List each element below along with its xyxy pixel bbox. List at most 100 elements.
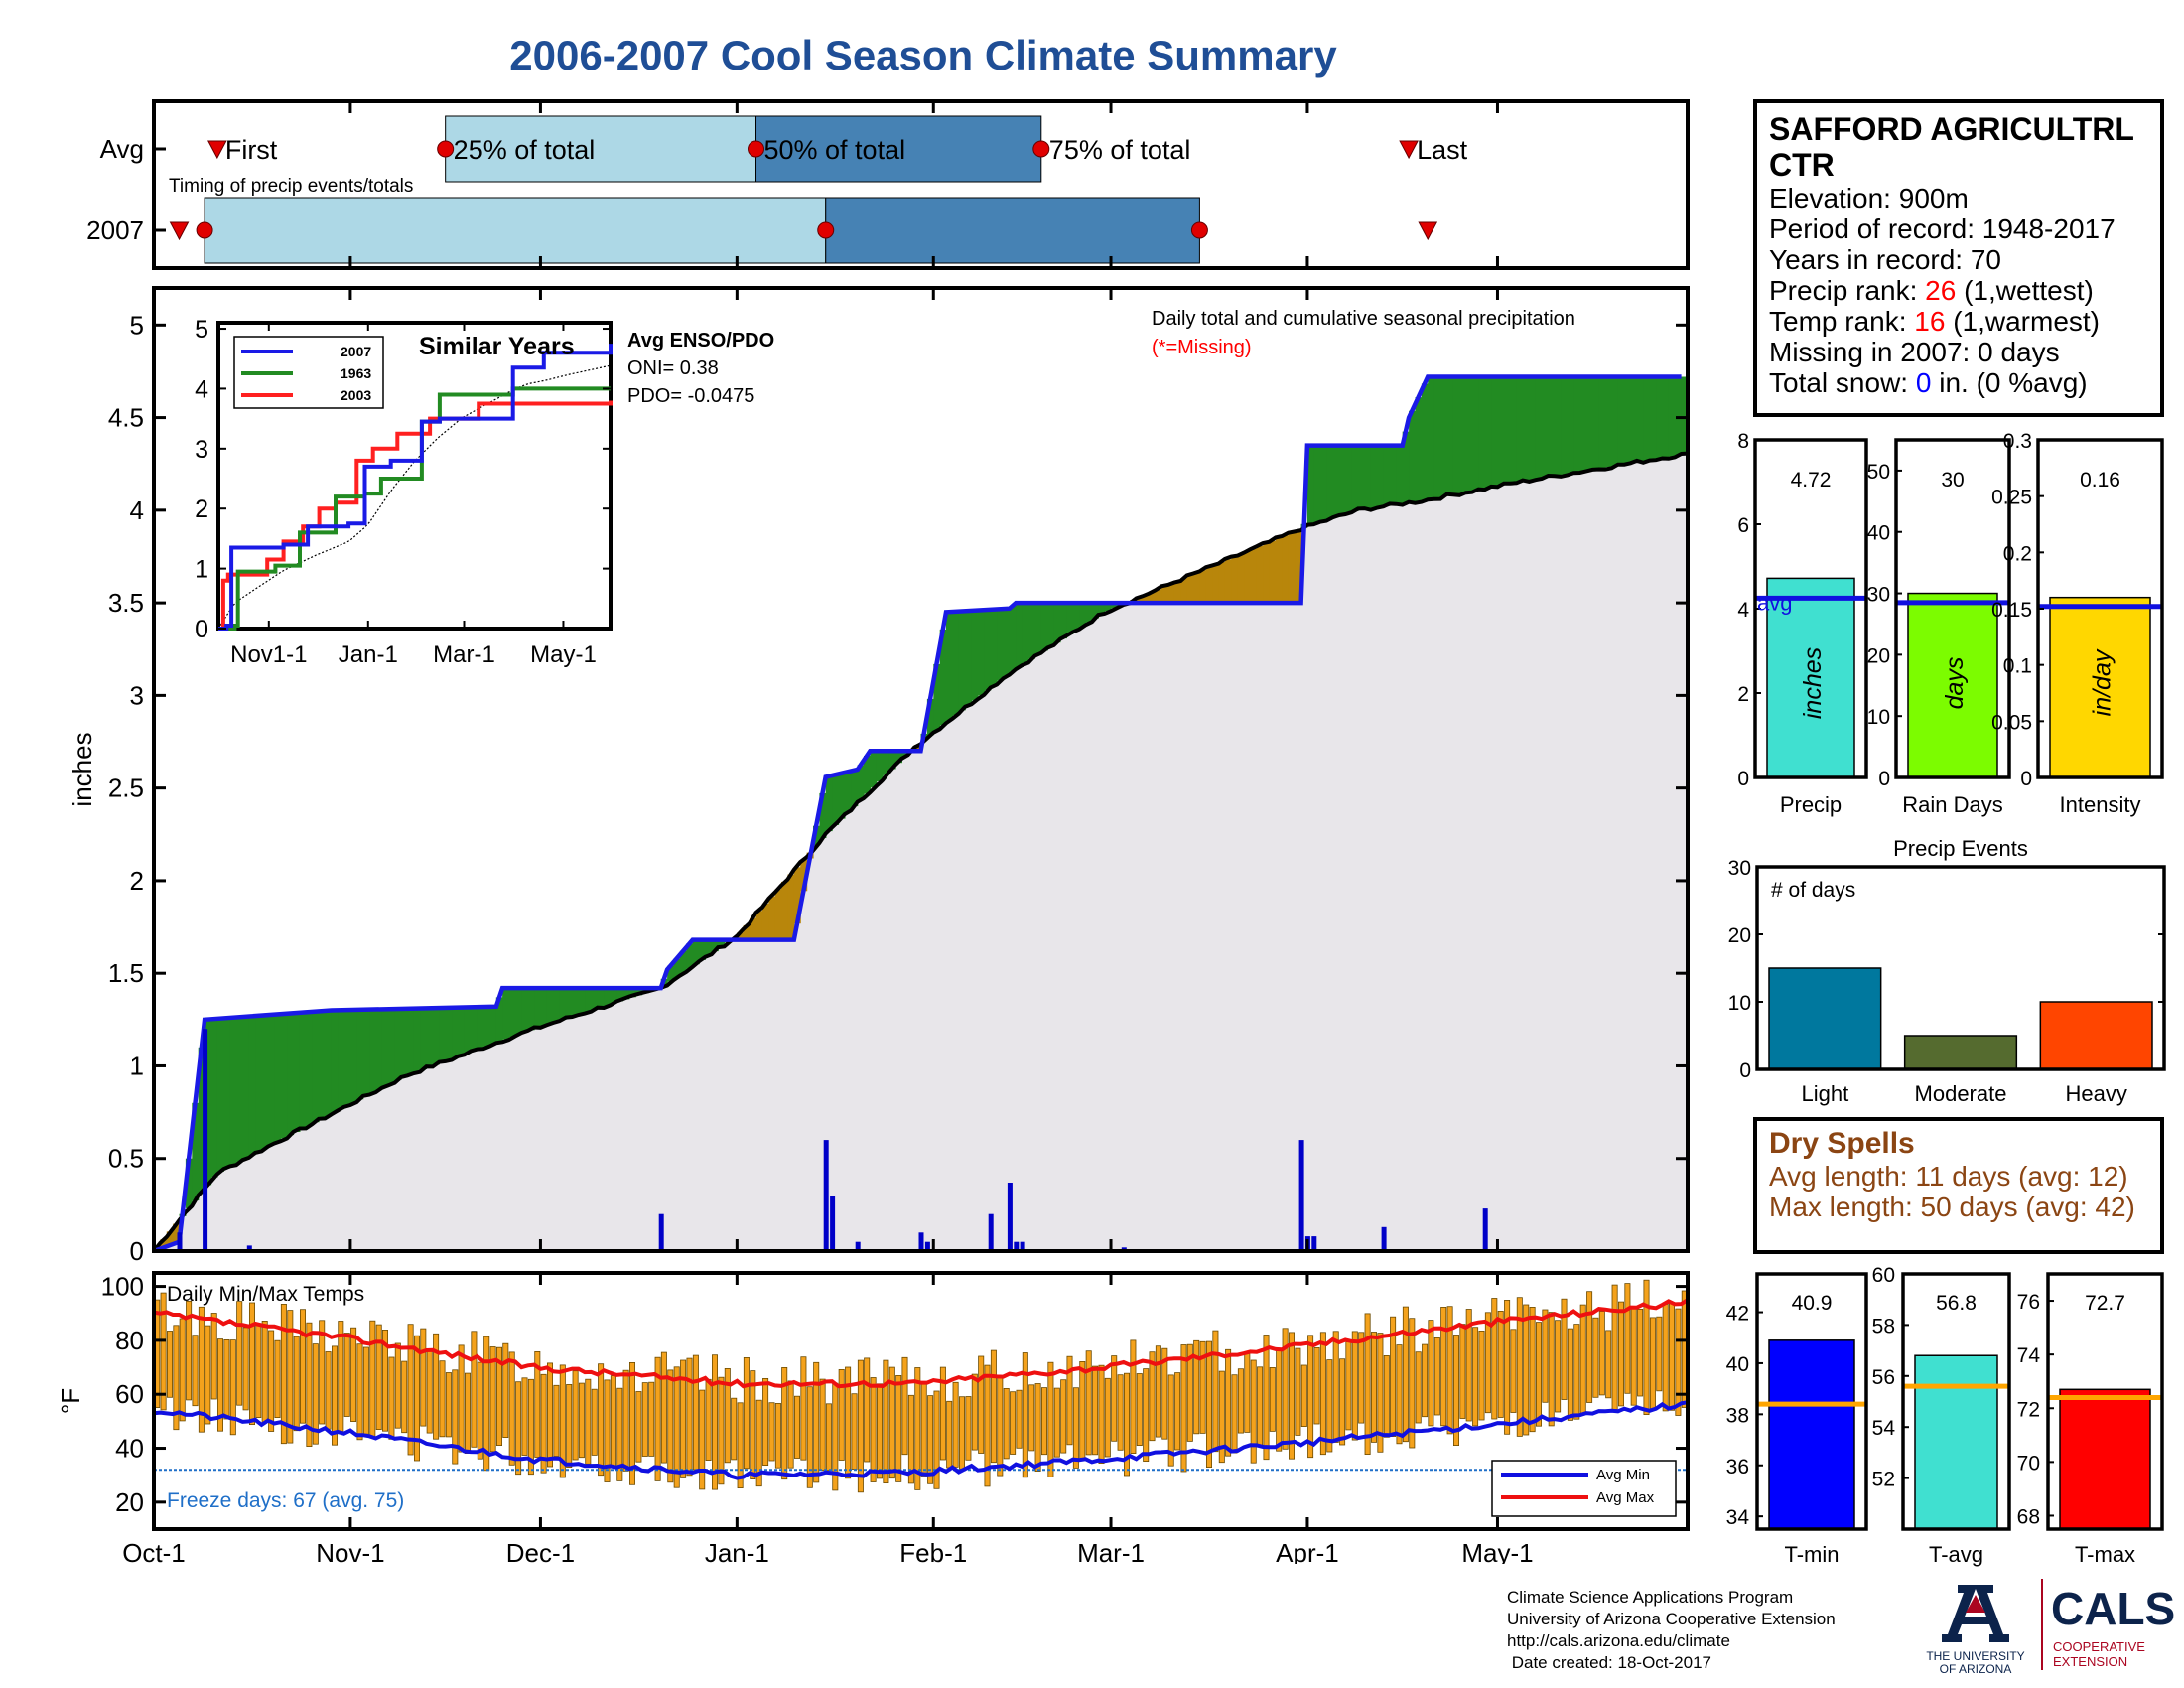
daily-temp-bar [1422, 1343, 1429, 1418]
last-label: Last [1417, 135, 1468, 165]
y-tick-label: 2.5 [108, 774, 144, 803]
temp-summary-label: T-min [1785, 1542, 1840, 1567]
daily-temp-bar [572, 1370, 579, 1461]
daily-temp-bar [306, 1322, 313, 1448]
inset-y-label: 5 [195, 316, 208, 344]
daily-temp-bar [895, 1375, 902, 1482]
departure-fill [388, 1009, 396, 1083]
departure-fill [1231, 556, 1239, 604]
timing-row-label: Avg [100, 134, 144, 164]
departure-fill [711, 939, 719, 952]
daily-temp-bar [1402, 1306, 1409, 1443]
departure-fill [743, 924, 751, 940]
departure-fill [445, 1007, 453, 1060]
y-tick-label: 3.5 [108, 588, 144, 618]
daily-temp-bar [394, 1342, 401, 1429]
departure-fill [1186, 575, 1194, 604]
temp-bar-T-min [1768, 1339, 1855, 1530]
departure-fill [1155, 589, 1162, 604]
temp-y-axis-label: °F [56, 1388, 85, 1414]
departure-fill [673, 958, 681, 978]
y-axis-label: inches [68, 732, 97, 806]
daily-precip-bar [1482, 1208, 1488, 1251]
daily-temp-bar [864, 1357, 871, 1463]
departure-fill [883, 751, 890, 775]
departure-fill [1446, 376, 1454, 495]
daily-temp-bar [223, 1339, 230, 1420]
temp-summary-value: 56.8 [1936, 1292, 1977, 1315]
daily-temp-bar [877, 1383, 884, 1479]
daily-precip-bar [855, 1241, 861, 1251]
daily-temp-bar [1364, 1313, 1371, 1455]
departure-fill [1282, 535, 1290, 604]
daily-precip-bar [203, 1029, 208, 1251]
departure-fill [229, 1017, 237, 1166]
events-ylabel: # of days [1771, 879, 1855, 902]
temp-rank: Temp rank: 16 (1,warmest) [1769, 306, 2101, 337]
departure-fill [559, 988, 567, 1020]
y2007-first-marker [169, 221, 190, 241]
daily-temp-bar [787, 1380, 794, 1469]
departure-fill [1370, 445, 1378, 508]
departure-fill [553, 988, 561, 1022]
daily-temp-bar [888, 1366, 895, 1479]
legend-avg-min-label: Avg Min [1596, 1467, 1650, 1483]
departure-fill [1161, 586, 1169, 604]
temp-y-label: 60 [115, 1379, 144, 1409]
temp-summary-tick-label: 52 [1872, 1469, 1895, 1491]
departure-fill [616, 988, 624, 1002]
departure-fill [1237, 554, 1245, 604]
departure-fill [933, 663, 941, 731]
daily-temp-bar [1484, 1312, 1491, 1414]
daily-temp-bar [388, 1356, 395, 1440]
daily-temp-bar [946, 1400, 953, 1469]
events-title: Precip Events [1893, 836, 2028, 861]
ua-logo: THE UNIVERSITY OF ARIZONA [1926, 1585, 2025, 1676]
daily-temp-bar [477, 1361, 483, 1460]
daily-temp-bar [920, 1381, 927, 1477]
departure-fill [1656, 376, 1664, 459]
daily-temp-bar [1643, 1279, 1650, 1415]
temp-summary-label: T-max [2075, 1542, 2135, 1567]
daily-temp-bar [1415, 1351, 1422, 1424]
departure-fill [895, 751, 902, 764]
departure-fill [825, 775, 833, 832]
avg-50-marker [748, 140, 765, 158]
daily-temp-bar [325, 1351, 332, 1430]
timing-caption: Timing of precip events/totals [169, 176, 413, 197]
departure-fill [489, 1006, 497, 1045]
departure-fill [1510, 376, 1518, 484]
inset-x-label: Nov1-1 [230, 641, 307, 668]
departure-fill [1276, 537, 1283, 604]
daily-precip-bar [1020, 1241, 1025, 1251]
logo-divider [2041, 1579, 2043, 1670]
departure-fill [585, 988, 593, 1012]
daily-temp-bar [712, 1354, 719, 1490]
avg-25-marker [437, 140, 455, 158]
departure-fill [1523, 376, 1530, 482]
departure-fill [502, 988, 510, 1040]
daily-precip-bar [177, 1232, 183, 1251]
departure-fill [458, 1007, 466, 1055]
departure-fill [1440, 376, 1447, 497]
y2007-last-marker [1418, 221, 1438, 241]
departure-fill [984, 610, 992, 691]
departure-fill [1009, 605, 1017, 671]
daily-precip-bar [830, 1196, 836, 1251]
departure-fill [1218, 562, 1226, 604]
daily-temp-bar [762, 1378, 769, 1466]
departure-fill [1491, 376, 1499, 488]
daily-temp-bar [971, 1373, 978, 1451]
departure-fill [319, 1011, 326, 1119]
departure-fill [1503, 376, 1511, 485]
y-tick-label: 2 [130, 866, 144, 896]
departure-fill [870, 751, 878, 788]
departure-fill [1143, 594, 1150, 604]
daily-temp-bar [521, 1377, 528, 1456]
daily-temp-bar [375, 1324, 382, 1430]
summary-tick-label: 0 [2020, 768, 2032, 790]
summary-value: 0.16 [2080, 469, 2120, 492]
departure-fill [166, 1231, 174, 1246]
departure-fill [566, 988, 573, 1018]
